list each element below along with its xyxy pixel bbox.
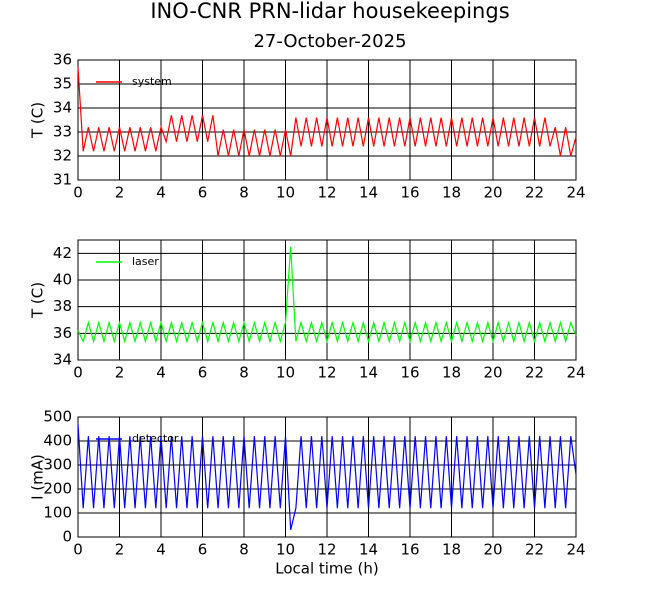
y-tick-label: 38 <box>53 297 72 315</box>
x-tick-label: 12 <box>317 364 336 382</box>
data-line <box>77 424 577 530</box>
x-tick-label: 2 <box>115 541 125 559</box>
x-tick-label: 24 <box>566 541 585 559</box>
x-tick-label: 22 <box>525 184 544 202</box>
x-tick-label: 12 <box>317 184 336 202</box>
y-tick-label: 36 <box>53 51 72 69</box>
data-line <box>77 246 577 344</box>
x-tick-label: 22 <box>525 541 544 559</box>
y-tick-label: 500 <box>43 408 72 426</box>
x-tick-label: 6 <box>198 541 208 559</box>
x-tick-label: 8 <box>239 364 249 382</box>
y-tick-label: 400 <box>43 432 72 450</box>
y-axis-label: T (C) <box>29 102 47 139</box>
x-tick-label: 8 <box>239 184 249 202</box>
y-tick-label: 34 <box>53 99 72 117</box>
x-tick-label: 18 <box>442 541 461 559</box>
x-tick-label: 16 <box>400 541 419 559</box>
plot-frame <box>77 239 577 361</box>
x-tick-label: 16 <box>400 364 419 382</box>
y-tick-label: 31 <box>53 171 72 189</box>
x-tick-label: 4 <box>156 541 166 559</box>
y-tick-label: 200 <box>43 480 72 498</box>
x-tick-label: 14 <box>359 364 378 382</box>
y-tick-label: 40 <box>53 271 72 289</box>
x-axis-label: Local time (h) <box>275 560 379 578</box>
x-tick-label: 10 <box>276 364 295 382</box>
y-axis-label: I (mA) <box>29 454 47 500</box>
plot-frame <box>77 59 577 181</box>
x-tick-label: 10 <box>276 184 295 202</box>
x-tick-label: 8 <box>239 541 249 559</box>
y-tick-label: 100 <box>43 504 72 522</box>
x-tick-label: 4 <box>156 184 166 202</box>
x-tick-label: 16 <box>400 184 419 202</box>
plot-frame <box>77 416 577 538</box>
x-tick-label: 18 <box>442 184 461 202</box>
x-tick-label: 20 <box>483 184 502 202</box>
legend-label: system <box>132 75 172 88</box>
chart-subtitle: 27-October-2025 <box>253 31 406 52</box>
y-tick-label: 32 <box>53 147 72 165</box>
y-tick-label: 42 <box>53 244 72 262</box>
x-tick-label: 6 <box>198 184 208 202</box>
x-tick-label: 4 <box>156 364 166 382</box>
y-axis-label: T (C) <box>29 282 47 319</box>
x-tick-label: 18 <box>442 364 461 382</box>
y-tick-label: 33 <box>53 123 72 141</box>
x-tick-label: 12 <box>317 541 336 559</box>
y-tick-label: 0 <box>62 528 72 546</box>
x-tick-label: 14 <box>359 541 378 559</box>
x-tick-label: 2 <box>115 184 125 202</box>
x-tick-label: 6 <box>198 364 208 382</box>
x-tick-label: 24 <box>566 364 585 382</box>
legend-label: detector <box>132 432 179 445</box>
x-tick-label: 20 <box>483 541 502 559</box>
y-tick-label: 36 <box>53 324 72 342</box>
x-tick-label: 20 <box>483 364 502 382</box>
y-tick-label: 34 <box>53 351 72 369</box>
x-tick-label: 14 <box>359 184 378 202</box>
chart-title: INO-CNR PRN-lidar housekeepings <box>150 0 509 23</box>
y-tick-label: 35 <box>53 75 72 93</box>
data-line <box>77 67 577 157</box>
x-tick-label: 0 <box>73 364 83 382</box>
legend-label: laser <box>132 255 159 268</box>
x-tick-label: 24 <box>566 184 585 202</box>
x-tick-label: 0 <box>73 541 83 559</box>
x-tick-label: 2 <box>115 364 125 382</box>
y-tick-label: 300 <box>43 456 72 474</box>
x-tick-label: 0 <box>73 184 83 202</box>
x-tick-label: 22 <box>525 364 544 382</box>
x-tick-label: 10 <box>276 541 295 559</box>
